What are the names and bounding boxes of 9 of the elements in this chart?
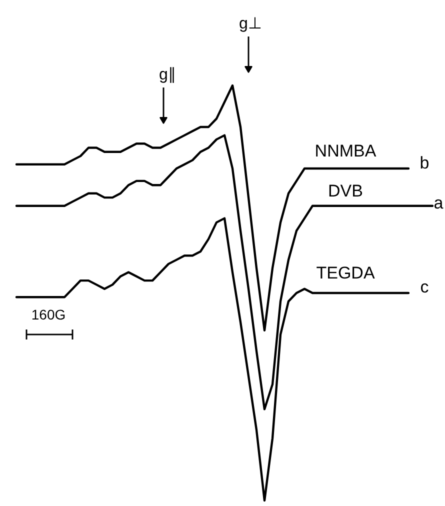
- annotation: c: [420, 278, 430, 296]
- annotation: 160G: [31, 306, 66, 322]
- series-label: TEGDA: [316, 264, 376, 282]
- text: g⊥: [239, 16, 262, 32]
- series-label: DVB: [328, 182, 363, 200]
- series-label: NNMBA: [314, 142, 377, 160]
- annotation: a: [434, 194, 444, 212]
- annotation: b: [420, 154, 430, 172]
- text: g∥: [159, 66, 176, 84]
